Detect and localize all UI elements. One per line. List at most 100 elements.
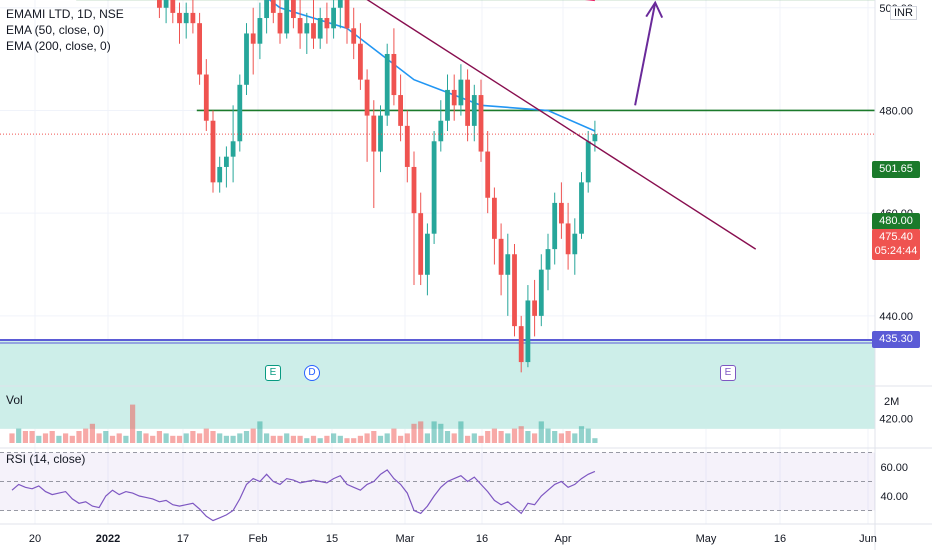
- volume-bar: [290, 435, 296, 443]
- level-badge-upper: 501.65: [872, 161, 920, 178]
- symbol-title[interactable]: EMAMI LTD, 1D, NSE: [6, 7, 124, 21]
- earnings-marker[interactable]: E: [720, 365, 736, 381]
- volume-bar: [250, 428, 256, 443]
- candle-body: [404, 125, 410, 167]
- dividend-marker[interactable]: D: [304, 365, 320, 381]
- candle-body: [471, 95, 477, 126]
- candle-body: [270, 0, 276, 13]
- volume-bar: [277, 435, 283, 443]
- volume-bar: [42, 433, 49, 443]
- rsi-line: [11, 469, 596, 522]
- volume-bar: [29, 431, 35, 443]
- volume-bar: [89, 423, 95, 443]
- candle-body: [190, 12, 196, 24]
- volume-bar: [9, 433, 15, 443]
- rsi-tick: 40.00: [880, 491, 908, 503]
- volume-bar: [572, 433, 578, 443]
- candle-body: [512, 254, 517, 327]
- volume-bar: [351, 438, 357, 443]
- volume-bar: [538, 421, 544, 443]
- candle-body: [384, 53, 390, 116]
- candle-body: [579, 182, 584, 234]
- candle-body: [445, 89, 450, 121]
- candle-body: [157, 0, 162, 8]
- volume-bar: [96, 433, 102, 443]
- volume-bar: [485, 431, 491, 443]
- volume-bar: [63, 433, 69, 443]
- volume-bar: [491, 428, 497, 443]
- trendline[interactable]: [12, 0, 757, 250]
- candle-body: [177, 12, 182, 24]
- horizontal-levels[interactable]: [0, 0, 875, 344]
- price-tick: 420.00: [879, 414, 913, 426]
- candle-body: [163, 0, 169, 8]
- candle-body: [244, 33, 249, 85]
- candle-body: [331, 7, 336, 29]
- volume-bar: [478, 435, 484, 443]
- time-tick: Feb: [249, 533, 268, 545]
- volume-bar: [16, 428, 22, 443]
- candle-body: [492, 197, 497, 239]
- volume-bar: [210, 431, 216, 443]
- volume-bar: [337, 435, 343, 443]
- volume-bar: [424, 433, 430, 443]
- volume-bar: [83, 428, 89, 443]
- candle-body: [297, 18, 303, 34]
- volume-bar: [76, 431, 82, 443]
- volume-bar: [49, 431, 55, 443]
- candle-body: [565, 223, 571, 255]
- volume-bar: [404, 433, 410, 443]
- candle-body: [398, 95, 403, 126]
- rsi-axis: 60.00 40.00: [880, 462, 908, 503]
- volume-bar: [377, 435, 384, 443]
- volume-bar: [511, 428, 518, 443]
- ema200-legend[interactable]: EMA (200, close, 0): [6, 39, 111, 53]
- arrow-head: [645, 0, 664, 19]
- time-tick: 2022: [96, 533, 120, 545]
- volume-bar: [257, 421, 263, 443]
- candle-body: [224, 156, 229, 167]
- candle-body: [257, 18, 263, 44]
- volume-bar: [532, 433, 538, 443]
- earnings-marker[interactable]: E: [265, 365, 281, 381]
- rsi-pane-title[interactable]: RSI (14, close): [6, 452, 86, 466]
- level-badge-mid: 480.00: [872, 213, 920, 230]
- volume-bar: [284, 433, 290, 443]
- volume-axis-tick: 2M: [884, 396, 900, 408]
- currency-label[interactable]: INR: [890, 6, 917, 20]
- volume-bar: [331, 433, 337, 443]
- candle-body: [217, 166, 223, 183]
- ema50-legend[interactable]: EMA (50, close, 0): [6, 23, 105, 37]
- target-arrow[interactable]: [634, 0, 664, 106]
- candle-body: [545, 249, 551, 270]
- volume-pane-title[interactable]: Vol: [6, 393, 23, 407]
- candle-body: [371, 115, 377, 152]
- candle-body: [337, 0, 343, 8]
- candle-body: [277, 12, 283, 34]
- volume-bar: [418, 421, 424, 443]
- candle-body: [358, 43, 363, 80]
- bar-countdown: 05:24:44: [874, 245, 918, 257]
- price-pane[interactable]: [0, 0, 875, 385]
- chart-legend[interactable]: EMAMI LTD, 1D, NSE EMA (50, close, 0) EM…: [6, 6, 124, 54]
- volume-bar: [237, 433, 243, 443]
- candle-body: [425, 233, 430, 275]
- candle-body: [304, 23, 310, 34]
- candle-body: [498, 238, 504, 275]
- volume-bar: [230, 435, 236, 443]
- arrow-shaft: [634, 2, 657, 106]
- candle-body: [465, 79, 470, 126]
- candle-body: [378, 115, 383, 152]
- candle-body: [451, 89, 457, 106]
- volume-bar: [518, 426, 524, 443]
- candle-body: [485, 151, 491, 198]
- volume-bar: [197, 433, 203, 443]
- candle-body: [525, 300, 531, 363]
- volume-bar: [371, 431, 377, 443]
- candle-body: [592, 134, 598, 142]
- volume-bar: [22, 431, 28, 443]
- rsi-tick: 60.00: [880, 462, 908, 474]
- time-tick: 15: [326, 533, 338, 545]
- time-axis[interactable]: 20 2022 17 Feb 15 Mar 16 Apr May 16 Jun: [29, 533, 877, 545]
